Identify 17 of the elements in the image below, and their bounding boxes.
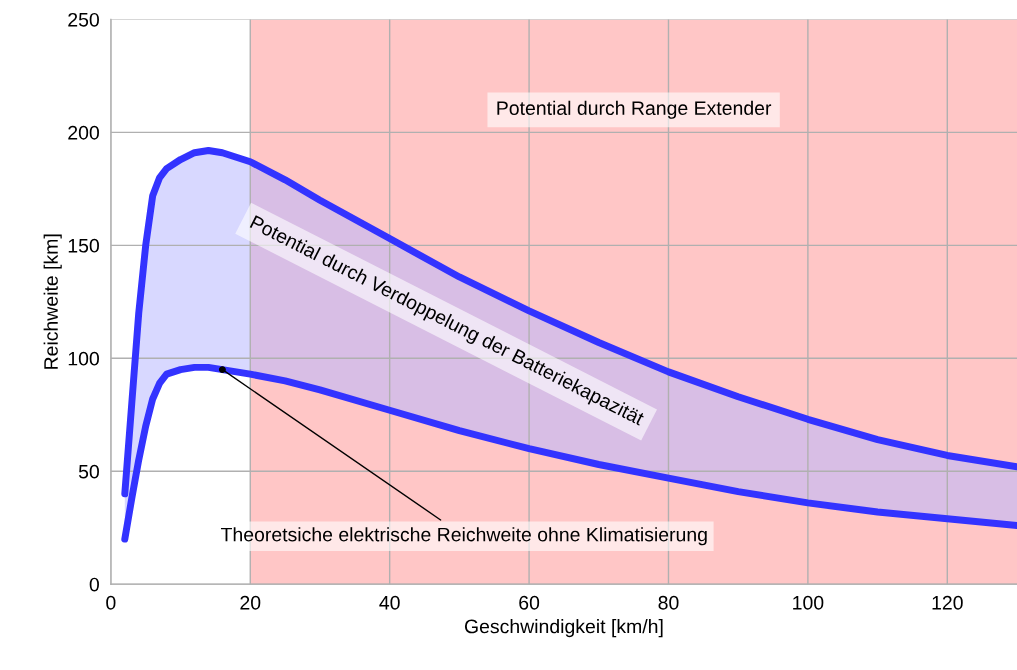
x-tick-label: 20 <box>240 595 261 610</box>
y-tick-label: 0 <box>89 577 99 592</box>
x-tick-label: 80 <box>658 595 679 610</box>
band-label: Potential durch Range Extender <box>497 100 772 119</box>
y-tick-label: 50 <box>78 464 99 479</box>
x-tick-label: 40 <box>379 595 400 610</box>
x-tick-label: 60 <box>519 595 540 610</box>
y-tick-label: 200 <box>68 125 99 140</box>
y-axis-title: Reichweite [km] <box>43 234 62 369</box>
y-tick-label: 100 <box>68 351 99 366</box>
y-tick-label: 250 <box>68 12 99 27</box>
x-tick-label: 0 <box>106 595 116 610</box>
annotation: Theoretsiche elektrische Reichweite ohne Klimatisierung <box>220 527 707 546</box>
x-tick-label: 100 <box>793 595 824 610</box>
x-axis-title: Geschwindigkeit [km/h] <box>464 619 663 638</box>
x-tick-label: 120 <box>932 595 963 610</box>
y-tick-label: 150 <box>68 238 99 253</box>
